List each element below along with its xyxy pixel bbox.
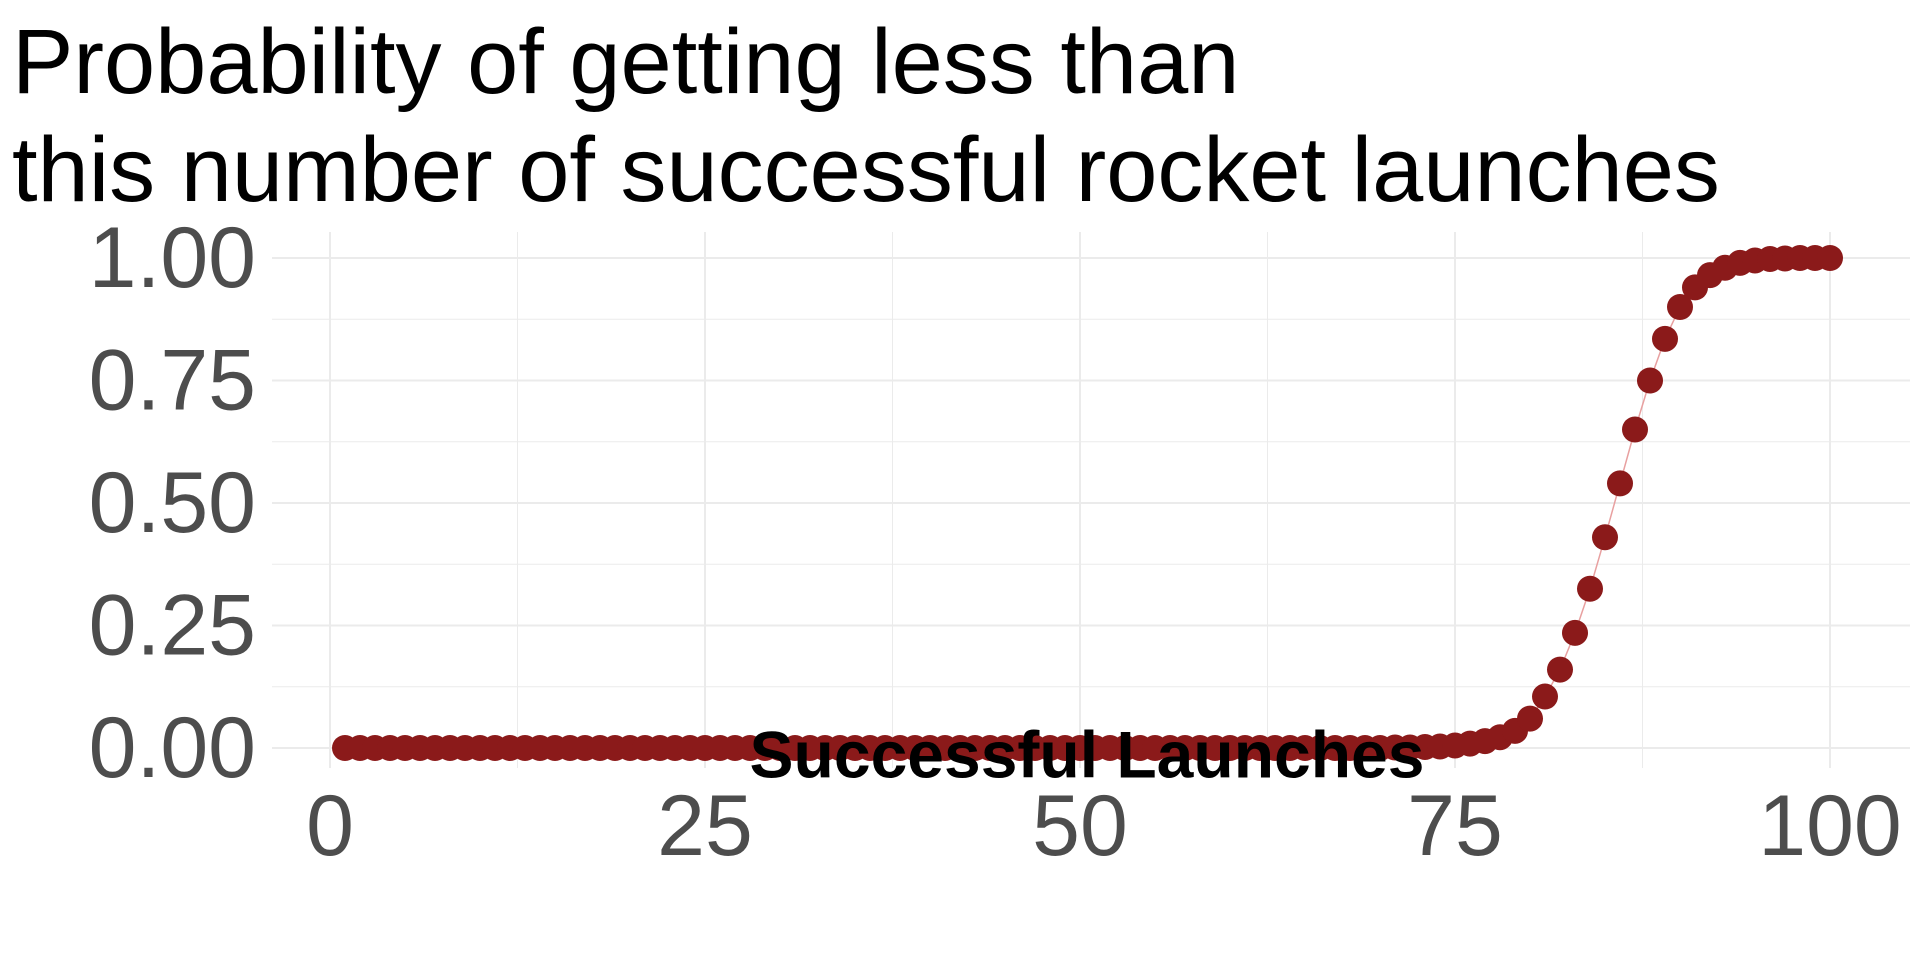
y-axis-ticks: 0.00 0.25 0.50 0.75 1.00 [89,210,256,796]
data-point [1652,325,1678,352]
data-point [1637,367,1663,394]
y-tick-label: 1.00 [89,210,256,306]
y-tick-label: 0.25 [89,578,256,674]
data-point [1667,294,1693,320]
data-point [1547,656,1573,683]
chart-title-line-2: this number of successful rocket launche… [12,119,1720,221]
x-axis-ticks: 0 25 50 75 100 [306,778,1902,874]
data-point [1517,705,1543,732]
x-tick-label: 25 [657,778,753,874]
y-tick-label: 0.50 [89,455,256,551]
grid-lines [272,232,1910,768]
data-point [1817,245,1843,271]
x-tick-label: 75 [1407,778,1503,874]
x-tick-label: 100 [1758,778,1902,874]
y-tick-label: 0.00 [89,700,256,796]
data-point [1562,619,1588,646]
x-tick-label: 50 [1032,778,1128,874]
data-point [1607,470,1633,497]
x-tick-label: 0 [306,778,354,874]
chart-title-line-1: Probability of getting less than [12,11,1240,113]
y-tick-label: 0.75 [89,333,256,429]
data-point [1622,416,1648,443]
data-points [332,245,1843,761]
chart-title: Probability of getting less than this nu… [12,8,1720,224]
x-axis-title: Successful Launches [750,717,1425,791]
data-point [1532,683,1558,710]
data-point [1592,524,1618,551]
data-point [1577,575,1603,602]
